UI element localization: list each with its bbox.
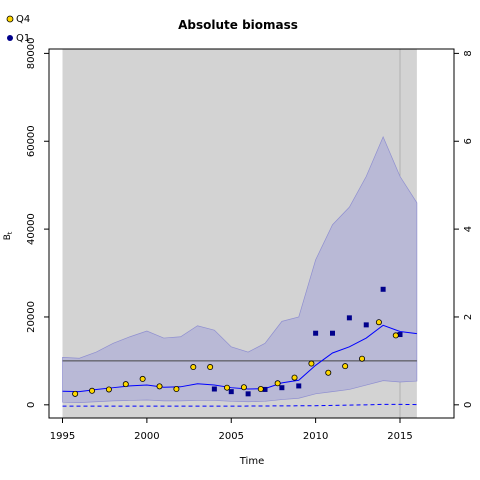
q1-point <box>346 315 352 321</box>
q4-point <box>207 364 214 371</box>
q1-point <box>397 332 403 338</box>
y-tick-label: 20000 <box>26 301 37 333</box>
q4-points <box>72 319 399 397</box>
y-tick-label: 40000 <box>26 213 37 245</box>
x-tick-label: 2005 <box>219 431 244 442</box>
q4-point <box>359 355 366 362</box>
y2-tick-label: 0 <box>463 402 474 408</box>
legend-label-q4: Q4 <box>16 14 30 25</box>
q1-point <box>245 391 251 397</box>
y-tick-label: 80000 <box>26 37 37 69</box>
q1-point <box>313 330 319 336</box>
y2-tick-label: 6 <box>463 138 474 144</box>
q4-point <box>257 386 264 393</box>
x-axis: 1995 2000 2005 2010 2015 <box>50 418 413 442</box>
y-axis: 0 20000 40000 60000 80000 <box>26 37 49 408</box>
x-tick-label: 2000 <box>134 431 159 442</box>
q1-point <box>211 386 217 392</box>
q4-point <box>89 387 96 394</box>
plot-frame <box>48 48 455 419</box>
q1-point <box>228 389 234 395</box>
q1-point <box>279 385 285 391</box>
q4-point <box>392 332 399 339</box>
y-tick-label: 0 <box>26 402 37 408</box>
q4-point <box>224 384 231 391</box>
legend: Q4 Q1 <box>6 14 30 44</box>
q4-point <box>342 363 349 370</box>
y2-tick-label: 2 <box>463 314 474 320</box>
x-tick-label: 2010 <box>303 431 328 442</box>
q1-points <box>211 286 403 397</box>
q4-point <box>156 383 163 390</box>
q4-point <box>72 390 79 397</box>
x-axis-label: Time <box>239 456 264 467</box>
confidence-band <box>62 135 418 403</box>
legend-label-q1: Q1 <box>16 33 30 44</box>
y-axis-label: Bt <box>3 231 14 240</box>
dashed-line <box>62 403 417 407</box>
q4-point <box>105 386 112 393</box>
chart-title: Absolute biomass <box>178 18 298 32</box>
q1-point <box>262 386 268 392</box>
y2-axis: 0 2 4 6 8 <box>454 50 474 408</box>
q4-point <box>240 384 247 391</box>
y-axis-label-subscript: t <box>7 231 14 234</box>
q4-point <box>122 381 129 388</box>
y-axis-label-main: B <box>3 234 13 240</box>
biomass-line <box>62 324 417 393</box>
x-tick-label: 2015 <box>387 431 412 442</box>
q4-point <box>274 380 281 387</box>
q1-point <box>296 383 302 389</box>
y2-tick-label: 4 <box>463 226 474 232</box>
y2-tick-label: 8 <box>463 50 474 56</box>
q4-point <box>173 386 180 393</box>
q1-point <box>363 322 369 328</box>
y-tick-label: 60000 <box>26 125 37 157</box>
q4-point <box>325 369 332 376</box>
q1-point <box>330 330 335 336</box>
x-tick-label: 1995 <box>50 431 75 442</box>
q4-point <box>291 374 298 381</box>
legend-marker-q4 <box>6 15 14 23</box>
q4-point <box>375 319 382 326</box>
q4-point <box>190 364 197 371</box>
legend-marker-q1 <box>7 35 13 41</box>
q4-point <box>139 375 146 382</box>
q4-point <box>308 360 315 367</box>
q1-point <box>380 286 386 292</box>
